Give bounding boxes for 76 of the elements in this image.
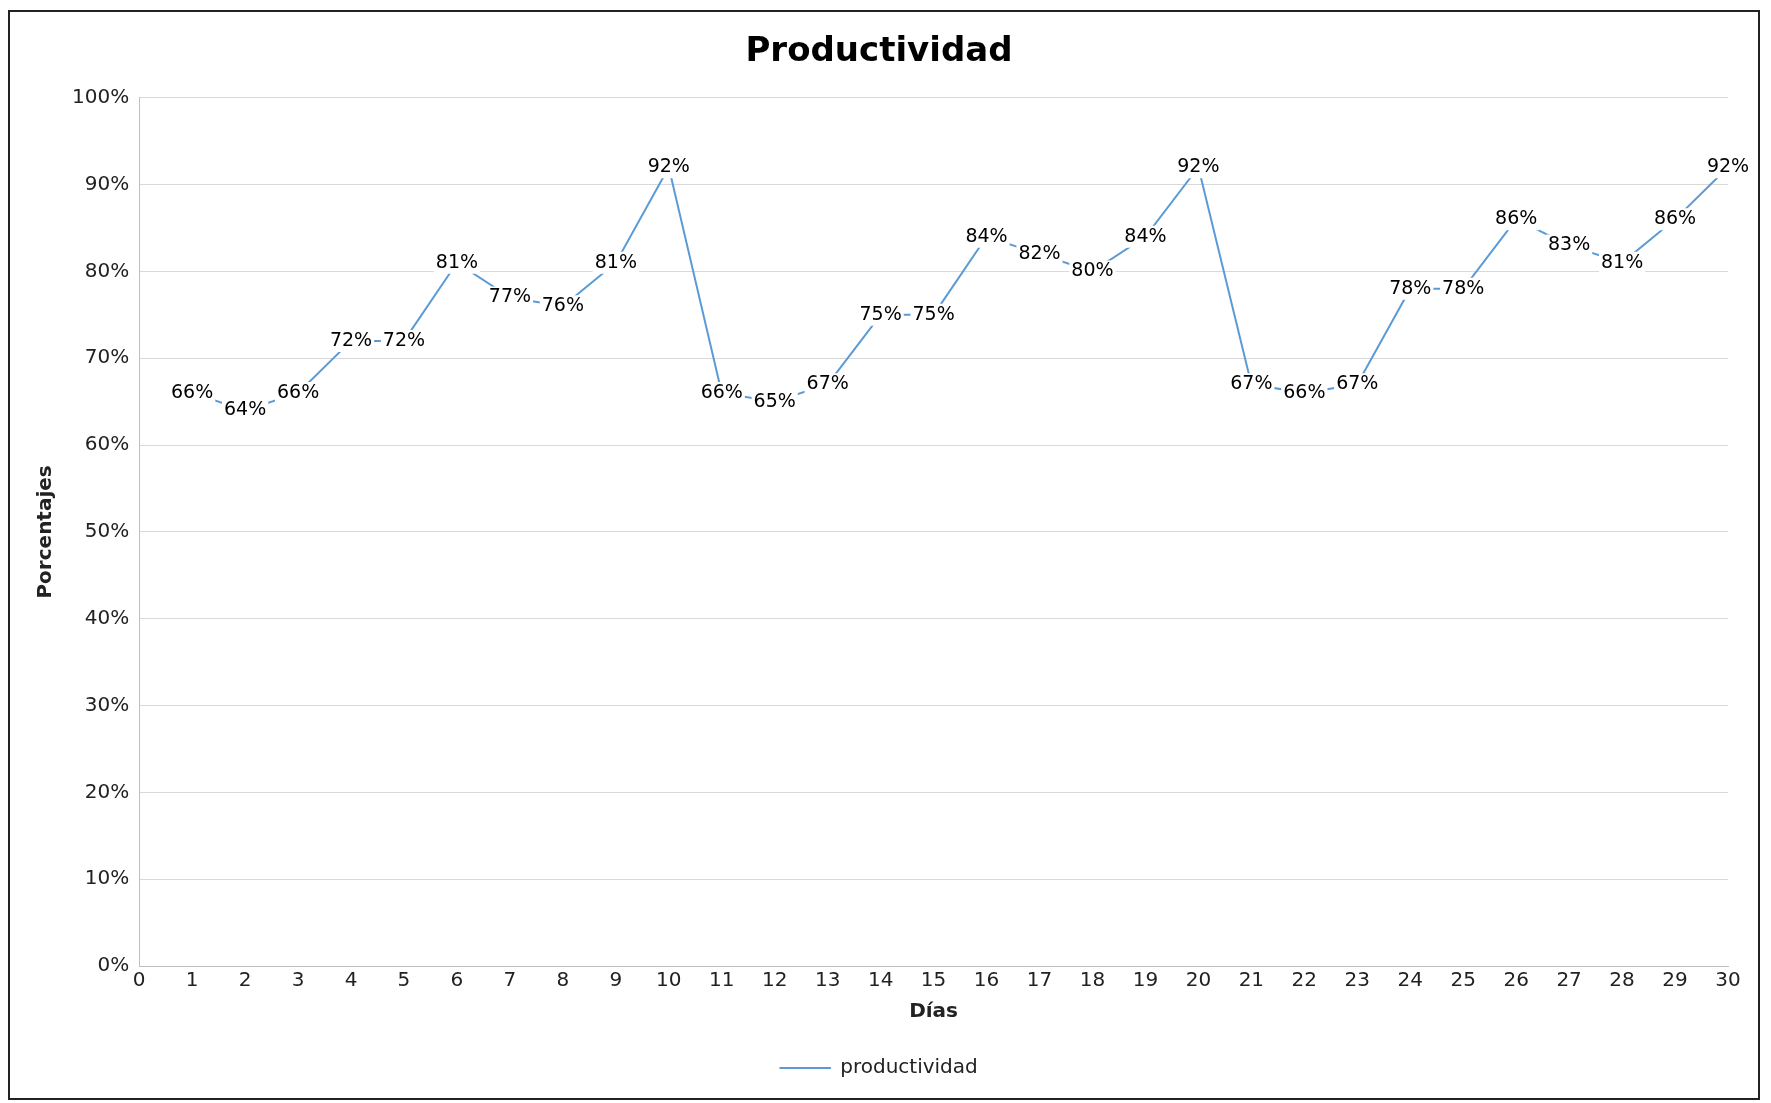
x-tick-label: 25 [1450,967,1476,992]
data-label: 76% [541,293,584,316]
y-tick-label: 100% [71,84,130,108]
data-label: 67% [1230,371,1273,394]
y-tick-label: 80% [84,257,130,282]
x-tick-label: 14 [867,967,894,992]
data-label: 81% [1600,249,1644,272]
x-tick-label: 7 [503,967,517,992]
data-label: 78% [1389,275,1432,298]
data-label: 66% [171,379,214,402]
data-label: 92% [647,154,690,177]
data-label: 75% [912,301,955,324]
y-axis-title: Porcentajes [32,465,57,599]
x-tick-label: 3 [291,967,305,992]
x-tick-label: 17 [1026,967,1053,992]
data-label: 72% [382,327,426,350]
data-label: 77% [488,284,532,307]
x-tick-label: 4 [344,967,358,992]
x-tick-label: 6 [450,967,464,992]
x-tick-label: 29 [1662,967,1688,992]
y-tick-label: 50% [84,518,130,543]
y-tick-label: 20% [84,778,130,803]
x-axis-title: Días [909,998,959,1023]
data-label: 72% [329,327,373,350]
y-tick-label: 0% [97,952,130,977]
data-label: 75% [859,301,902,324]
x-tick-label: 2 [238,967,252,992]
x-tick-label: 16 [973,967,1000,992]
data-label: 81% [594,249,637,272]
data-label: 81% [435,249,479,272]
x-tick-label: 20 [1185,967,1212,992]
data-label: 84% [965,223,1008,246]
data-label: 66% [700,379,743,402]
y-tick-label: 90% [84,170,130,195]
data-label: 83% [1548,232,1591,255]
x-tick-label: 21 [1238,967,1265,992]
x-tick-label: 22 [1291,967,1318,992]
x-tick-label: 28 [1609,967,1635,992]
data-label: 80% [1071,258,1114,281]
x-tick-label: 27 [1556,967,1582,992]
x-tick-label: 26 [1503,967,1529,992]
data-label: 66% [276,379,320,402]
x-tick-label: 10 [656,967,682,992]
x-tick-label: 0 [132,967,146,992]
x-tick-label: 5 [397,967,411,992]
y-tick-label: 30% [84,691,130,716]
data-label: 92% [1706,154,1750,177]
data-label: 86% [1495,206,1538,229]
x-tick-label: 13 [814,967,841,992]
x-tick-label: 11 [709,967,735,992]
data-label: 92% [1177,154,1220,177]
y-tick-label: 60% [84,431,130,456]
x-tick-label: 8 [556,967,570,992]
legend-label: productividad [840,1054,978,1079]
data-label: 82% [1018,241,1061,264]
data-label: 78% [1442,275,1485,298]
y-tick-label: 40% [84,604,130,629]
data-label: 66% [1283,379,1326,402]
y-tick-label: 10% [84,865,130,890]
x-tick-label: 1 [185,967,199,992]
x-tick-label: 18 [1079,967,1106,992]
x-tick-label: 12 [761,967,788,992]
x-tick-label: 24 [1397,967,1423,992]
x-tick-label: 19 [1132,967,1159,992]
data-label: 67% [1336,371,1379,394]
x-tick-label: 9 [609,967,623,992]
chart-title: Productividad [745,29,1013,70]
x-tick-label: 23 [1344,967,1370,992]
x-tick-label: 15 [920,967,947,992]
data-label: 65% [753,388,796,411]
y-tick-label: 70% [84,344,130,369]
data-label: 64% [223,397,267,420]
x-tick-label: 30 [1715,967,1741,992]
data-label: 86% [1653,206,1697,229]
data-label: 84% [1124,223,1167,246]
data-label: 67% [806,371,849,394]
